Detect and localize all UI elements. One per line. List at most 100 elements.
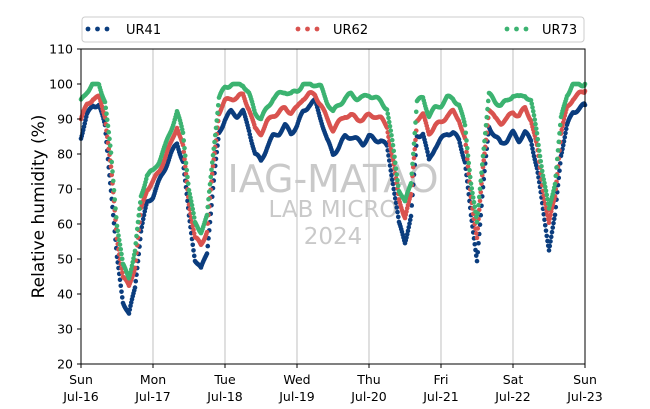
data-point <box>110 169 115 174</box>
data-point <box>557 168 562 173</box>
data-point <box>393 200 399 206</box>
data-point <box>473 231 479 236</box>
data-point <box>214 118 220 123</box>
data-point <box>207 181 213 187</box>
data-point <box>465 164 471 169</box>
data-point <box>111 187 117 193</box>
data-point <box>530 108 536 114</box>
x-tick-label-day: Mon <box>140 372 166 387</box>
data-point <box>540 173 546 178</box>
data-point <box>467 167 472 173</box>
data-point <box>546 248 552 253</box>
data-point <box>109 159 115 165</box>
data-point <box>126 311 132 316</box>
data-point <box>560 120 566 125</box>
data-point <box>118 283 124 289</box>
data-point <box>118 246 124 252</box>
legend-marker <box>85 26 91 32</box>
data-point <box>210 163 216 169</box>
data-point <box>128 303 133 309</box>
data-point <box>471 199 477 205</box>
data-point <box>107 143 113 148</box>
data-point <box>539 168 545 174</box>
data-point <box>529 142 535 148</box>
data-point <box>464 156 470 162</box>
legend-marker <box>514 26 519 32</box>
data-point <box>551 216 557 222</box>
data-point <box>548 239 553 244</box>
data-point <box>384 107 390 112</box>
data-point <box>387 163 393 168</box>
data-point <box>183 160 189 166</box>
data-point <box>392 154 397 160</box>
data-point <box>541 177 547 182</box>
data-point <box>390 181 396 187</box>
data-point <box>191 215 197 220</box>
data-point <box>181 149 187 155</box>
data-point <box>182 153 188 158</box>
data-point <box>552 212 558 218</box>
data-point <box>538 158 544 164</box>
data-point <box>191 231 197 236</box>
data-point <box>386 119 392 125</box>
data-point <box>528 97 534 103</box>
data-point <box>135 219 141 225</box>
data-point <box>109 172 115 178</box>
data-point <box>104 111 109 117</box>
data-point <box>127 307 133 312</box>
data-point <box>563 126 569 132</box>
data-point <box>139 224 145 230</box>
data-point <box>485 98 491 104</box>
data-point <box>392 191 397 197</box>
series-UR62 <box>78 88 588 288</box>
data-point <box>542 217 547 223</box>
data-point <box>557 161 563 166</box>
data-point <box>105 123 111 129</box>
legend-marker <box>305 26 310 32</box>
data-point <box>388 168 394 173</box>
data-point <box>191 253 197 259</box>
data-point <box>554 165 559 170</box>
x-tick-label-day: Sat <box>503 372 524 387</box>
data-point <box>476 207 482 213</box>
data-point <box>182 164 188 169</box>
data-point <box>391 186 397 192</box>
data-point <box>547 216 553 222</box>
data-point <box>532 117 538 122</box>
data-point <box>212 132 218 138</box>
data-point <box>205 204 211 210</box>
data-point <box>483 123 489 128</box>
data-point <box>548 234 554 240</box>
data-point <box>394 205 400 210</box>
data-point <box>389 137 395 143</box>
data-point <box>481 146 487 151</box>
data-point <box>539 163 544 169</box>
data-point <box>186 187 192 193</box>
data-point <box>533 126 539 131</box>
data-point <box>549 229 555 235</box>
x-tick-label-day: Fri <box>434 372 449 387</box>
data-point <box>407 221 412 226</box>
data-point <box>530 105 535 110</box>
data-point <box>191 227 196 233</box>
data-point <box>191 210 196 216</box>
data-point <box>464 145 470 151</box>
data-points <box>78 81 588 316</box>
data-point <box>533 121 538 127</box>
data-point <box>530 150 536 155</box>
data-point <box>392 196 398 201</box>
data-point <box>210 152 216 158</box>
data-point <box>474 219 480 225</box>
data-point <box>472 241 478 247</box>
data-point <box>550 225 556 230</box>
data-point <box>386 115 391 121</box>
data-point <box>480 153 486 159</box>
y-tick-label: 70 <box>57 182 73 197</box>
data-point <box>530 146 535 152</box>
data-point <box>463 130 469 136</box>
data-point <box>537 153 543 159</box>
data-point <box>476 194 482 200</box>
x-tick-label-day: Sun <box>69 372 93 387</box>
data-point <box>185 181 191 186</box>
